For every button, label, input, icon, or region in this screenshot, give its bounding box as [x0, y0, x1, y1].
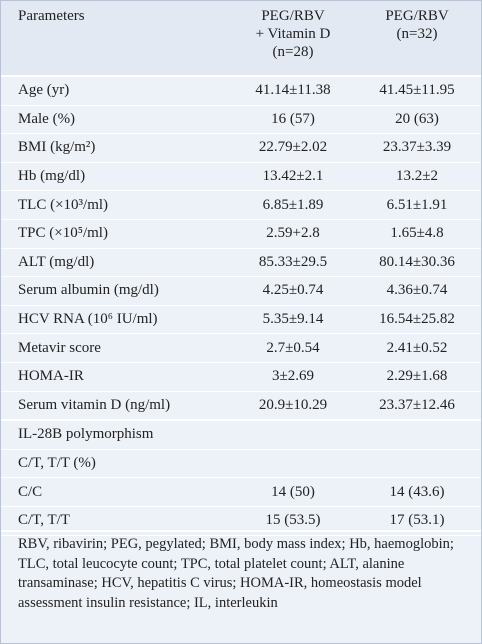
table-row: Serum vitamin D (ng/ml) 20.9±10.29 23.37±1… — [1, 391, 481, 421]
cell-value: 20.9±10.29 — [233, 391, 353, 421]
table-row: TLC (×10³/ml) 6.85±1.89 6.51±1.91 — [1, 190, 481, 220]
cell-value: 2.7±0.54 — [233, 333, 353, 363]
cell-value: 41.14±11.38 — [233, 76, 353, 106]
cell-value: 13.42±2.1 — [233, 162, 353, 192]
cell-value: 5.35±9.14 — [233, 305, 353, 335]
row-label: Serum vitamin D (ng/ml) — [1, 391, 233, 421]
cell-value: 2.59+2.8 — [233, 219, 353, 249]
header-cell: PEG/RBV (n=32) — [353, 1, 481, 77]
cell-value: 41.45±11.95 — [353, 76, 481, 106]
footnote: RBV, ribavirin; PEG, pegylated; BMI, bod… — [18, 536, 454, 611]
table-row: C/T, T/T (%) — [1, 449, 481, 479]
cell-value: 23.37±12.46 — [353, 391, 481, 421]
row-label: BMI (kg/m²) — [1, 133, 233, 163]
header-row: Parameters PEG/RBV + Vitamin D (n=28) PEG/… — [1, 1, 481, 77]
cell-value: 2.41±0.52 — [353, 333, 481, 363]
cell-value: 6.51±1.91 — [353, 190, 481, 220]
row-label: HCV RNA (10⁶ IU/ml) — [1, 305, 233, 335]
row-label: Metavir score — [1, 333, 233, 363]
row-label: Male (%) — [1, 105, 233, 135]
cell-value: 14 (50) — [233, 477, 353, 507]
table-row: HCV RNA (10⁶ IU/ml) 5.35±9.14 16.54±25.82 — [1, 305, 481, 335]
row-label: C/T, T/T (%) — [1, 449, 481, 479]
table-row: BMI (kg/m²) 22.79±2.02 23.37±3.39 — [1, 133, 481, 163]
row-label: Hb (mg/dl) — [1, 162, 233, 192]
cell-value: 2.29±1.68 — [353, 362, 481, 392]
cell-value: 6.85±1.89 — [233, 190, 353, 220]
row-label: Age (yr) — [1, 76, 233, 106]
table-body: Age (yr) 41.14±11.38 41.45±11.95 Male (%) 16… — [1, 76, 481, 536]
cell-value: 4.36±0.74 — [353, 276, 481, 306]
cell-value: 13.2±2 — [353, 162, 481, 192]
table-row: Metavir score 2.7±0.54 2.41±0.52 — [1, 333, 481, 363]
cell-value: 14 (43.6) — [353, 477, 481, 507]
table-row: IL-28B polymorphism — [1, 419, 481, 450]
header-cell: Parameters — [1, 1, 233, 77]
table-row: ALT (mg/dl) 85.33±29.5 80.14±30.36 — [1, 248, 481, 278]
table-row: TPC (×10⁵/ml) 2.59+2.8 1.65±4.8 — [1, 219, 481, 249]
separator — [1, 530, 481, 532]
table: Parameters PEG/RBV + Vitamin D (n=28) PEG/… — [1, 1, 481, 536]
table-row: C/C 14 (50) 14 (43.6) — [1, 477, 481, 507]
cell-value: 23.37±3.39 — [353, 133, 481, 163]
table-row: Male (%) 16 (57) 20 (63) — [1, 105, 481, 135]
row-label: ALT (mg/dl) — [1, 248, 233, 278]
row-label: C/C — [1, 477, 233, 507]
table-row: Age (yr) 41.14±11.38 41.45±11.95 — [1, 76, 481, 106]
cell-value: 80.14±30.36 — [353, 248, 481, 278]
cell-value: 16.54±25.82 — [353, 305, 481, 335]
cell-value: 16 (57) — [233, 105, 353, 135]
row-label: TPC (×10⁵/ml) — [1, 219, 233, 249]
table-row: HOMA-IR 3±2.69 2.29±1.68 — [1, 362, 481, 392]
cell-value: 1.65±4.8 — [353, 219, 481, 249]
cell-value: 20 (63) — [353, 105, 481, 135]
row-label: IL-28B polymorphism — [1, 419, 481, 450]
cell-value: 22.79±2.02 — [233, 133, 353, 163]
row-label: HOMA-IR — [1, 362, 233, 392]
cell-value: 85.33±29.5 — [233, 248, 353, 278]
cell-value: 3±2.69 — [233, 362, 353, 392]
cell-value: 4.25±0.74 — [233, 276, 353, 306]
row-label: TLC (×10³/ml) — [1, 190, 233, 220]
header-cell: PEG/RBV + Vitamin D (n=28) — [233, 1, 353, 77]
table-row: Hb (mg/dl) 13.42±2.1 13.2±2 — [1, 162, 481, 192]
row-label: Serum albumin (mg/dl) — [1, 276, 233, 306]
table-row: Serum albumin (mg/dl) 4.25±0.74 4.36±0.74 — [1, 276, 481, 306]
